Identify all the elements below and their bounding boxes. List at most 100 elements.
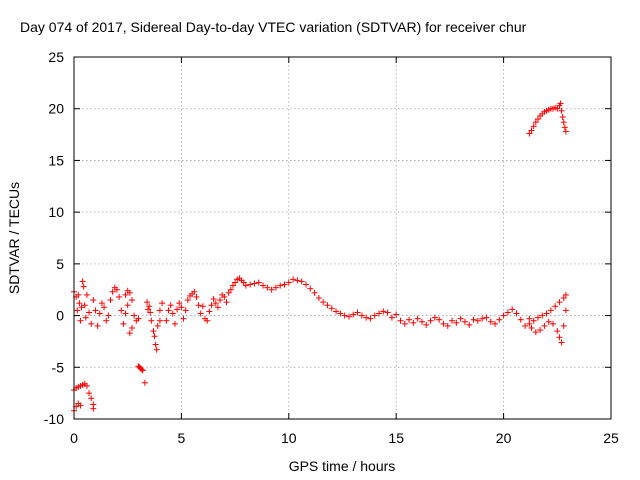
data-point: [384, 309, 391, 316]
data-point: [457, 315, 464, 322]
data-point: [191, 288, 198, 295]
data-point: [371, 312, 378, 319]
data-point: [113, 286, 120, 293]
data-point: [492, 320, 499, 327]
data-point: [204, 317, 211, 324]
data-point: [98, 300, 105, 307]
data-point: [328, 305, 335, 312]
y-tick-label: 15: [48, 152, 64, 168]
data-point: [141, 379, 148, 386]
data-point: [557, 100, 564, 107]
data-point: [388, 314, 395, 321]
data-point: [517, 316, 524, 323]
data-point: [526, 130, 533, 137]
data-point: [554, 328, 561, 335]
data-point: [307, 285, 314, 292]
plot-frame: [73, 56, 612, 420]
data-point: [184, 297, 191, 304]
data-point: [556, 334, 563, 341]
data-point: [560, 119, 567, 126]
data-point: [509, 306, 516, 313]
data-point: [210, 296, 217, 303]
data-point: [146, 303, 153, 310]
data-point: [195, 302, 202, 309]
data-point: [423, 321, 430, 328]
data-point: [302, 281, 309, 288]
data-point: [513, 310, 520, 317]
data-point: [206, 308, 213, 315]
data-point: [496, 316, 503, 323]
data-point: [156, 317, 163, 324]
chart-title: Day 074 of 2017, Sidereal Day-to-day VTE…: [20, 19, 527, 35]
y-tick-label: 20: [48, 101, 64, 117]
data-point: [171, 320, 178, 327]
data-point: [554, 105, 561, 112]
data-point: [176, 300, 183, 307]
data-point: [174, 306, 181, 313]
data-point: [116, 293, 123, 300]
data-point: [103, 317, 110, 324]
data-point: [88, 395, 95, 402]
data-point: [281, 281, 288, 288]
data-point: [260, 282, 267, 289]
data-point: [75, 291, 82, 298]
data-points: [71, 100, 569, 414]
data-point: [526, 315, 533, 322]
data-point: [227, 286, 234, 293]
data-point: [406, 316, 413, 323]
data-point: [78, 304, 85, 311]
data-point: [539, 312, 546, 319]
data-point: [294, 277, 301, 284]
data-point: [479, 315, 486, 322]
y-tick-label: 10: [48, 204, 64, 220]
data-point: [285, 279, 292, 286]
data-point: [167, 302, 174, 309]
data-point: [526, 320, 533, 327]
data-point: [165, 307, 172, 314]
data-point: [126, 330, 133, 337]
data-point: [92, 307, 99, 314]
x-tick-label: 25: [603, 430, 619, 446]
data-point: [550, 320, 557, 327]
data-point: [354, 309, 361, 316]
data-point: [532, 329, 539, 336]
data-point: [534, 314, 541, 321]
data-point: [120, 320, 127, 327]
data-point: [532, 119, 539, 126]
data-point: [101, 304, 108, 311]
data-point: [528, 324, 535, 331]
data-point: [558, 107, 565, 114]
data-point: [139, 367, 146, 374]
data-point: [83, 291, 90, 298]
data-point: [449, 317, 456, 324]
data-point: [197, 310, 204, 317]
x-tick-label: 5: [178, 430, 186, 446]
data-point: [558, 339, 565, 346]
data-point: [94, 322, 101, 329]
x-tick-label: 20: [496, 430, 512, 446]
data-point: [169, 310, 176, 317]
data-point: [363, 314, 370, 321]
data-point: [217, 297, 224, 304]
y-tick-label: -10: [44, 411, 64, 427]
data-point: [427, 317, 434, 324]
data-point: [560, 322, 567, 329]
data-point: [180, 315, 187, 322]
data-point: [483, 314, 490, 321]
data-point: [453, 319, 460, 326]
data-point: [240, 279, 247, 286]
data-point: [315, 294, 322, 301]
data-point: [530, 317, 537, 324]
data-point: [272, 284, 279, 291]
data-point: [440, 320, 447, 327]
data-point: [105, 312, 112, 319]
data-point: [74, 307, 81, 314]
data-point: [128, 297, 135, 304]
data-point: [393, 311, 400, 318]
data-point: [86, 390, 93, 397]
data-point: [214, 304, 221, 311]
data-point: [77, 402, 84, 409]
data-point: [82, 314, 89, 321]
data-point: [337, 310, 344, 317]
data-point: [466, 321, 473, 328]
